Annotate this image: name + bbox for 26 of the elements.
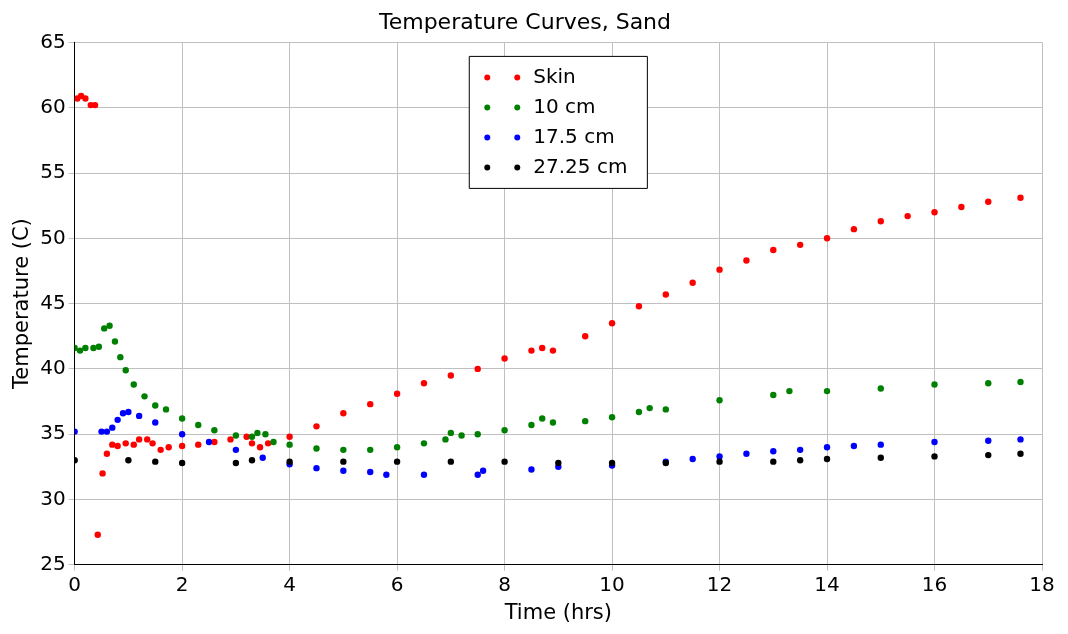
chart-title: Temperature Curves, Sand [377,8,672,34]
x-tick-label: 2 [175,572,189,596]
x-tick-label: 12 [706,572,733,596]
y-tick-label: 65 [40,28,66,53]
legend-label: 10 cm [533,93,596,118]
x-tick-label: 10 [599,572,625,596]
legend-label: 27.25 cm [533,153,628,178]
y-tick-label: 35 [40,420,66,445]
x-tick-label: 18 [1029,572,1055,596]
x-tick-label: 4 [283,572,296,596]
y-axis-title: Temperature (C) [9,218,34,390]
x-tick-label: 0 [68,572,82,596]
x-tick-label: 6 [390,572,404,596]
legend-label: Skin [533,63,576,88]
legend-label: 17.5 cm [533,123,615,148]
x-tick-label: 16 [921,572,948,596]
y-tick-label: 30 [40,485,66,510]
y-tick-label: 50 [40,224,66,249]
y-tick-label: 45 [40,289,66,314]
x-tick-label: 8 [498,572,511,596]
x-tick-label: 14 [814,572,840,596]
y-tick-label: 55 [40,159,66,184]
y-tick-label: 40 [40,355,66,380]
y-tick-label: 25 [40,551,66,575]
y-tick-label: 60 [40,93,66,118]
x-axis-title: Time (hrs) [503,599,612,624]
